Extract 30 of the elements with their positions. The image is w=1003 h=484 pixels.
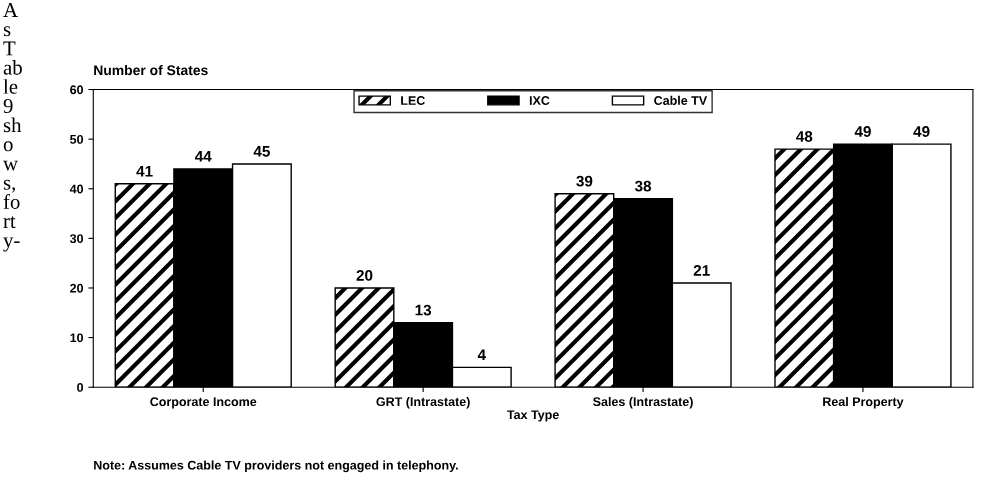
legend-label: LEC: [401, 96, 425, 105]
y-tick-label: 0: [77, 383, 84, 392]
x-tick-label: GRT (Intrastate): [376, 396, 470, 409]
y-tick-label: 60: [70, 85, 84, 95]
y-tick-label: 50: [70, 134, 84, 144]
data-label: 20: [356, 269, 373, 281]
data-label: 49: [913, 126, 930, 137]
data-label: 21: [693, 265, 710, 276]
y-tick-label: 30: [69, 234, 84, 244]
data-label: 49: [854, 126, 871, 137]
y-tick-label: 10: [70, 333, 84, 343]
y-tick-label: 40: [69, 184, 84, 194]
data-label: 41: [136, 165, 153, 177]
legend-label: IXC: [529, 96, 550, 105]
data-label: 4: [477, 349, 486, 361]
data-label: 45: [253, 146, 270, 157]
legend-label: Cable TV: [654, 95, 708, 105]
x-tick-label: Sales (Intrastate): [593, 396, 693, 409]
data-label: 48: [796, 131, 813, 142]
x-tick-label: Real Property: [823, 396, 904, 409]
text: A s T ab le 9 sh o w s, fo rt y-: [3, 3, 22, 252]
x-tick-label: Corporate Income: [150, 397, 257, 409]
data-label: 39: [576, 175, 593, 187]
x-axis-title: Tax Type: [507, 410, 559, 422]
data-label: 38: [634, 180, 652, 192]
data-label: 13: [415, 304, 432, 316]
y-axis-title: Number of States: [94, 64, 208, 76]
text: Note: Assumes Cable TV providers not engaged in telephony.: [94, 460, 458, 473]
y-tick-label: 20: [70, 283, 84, 293]
data-label: 44: [194, 151, 212, 162]
